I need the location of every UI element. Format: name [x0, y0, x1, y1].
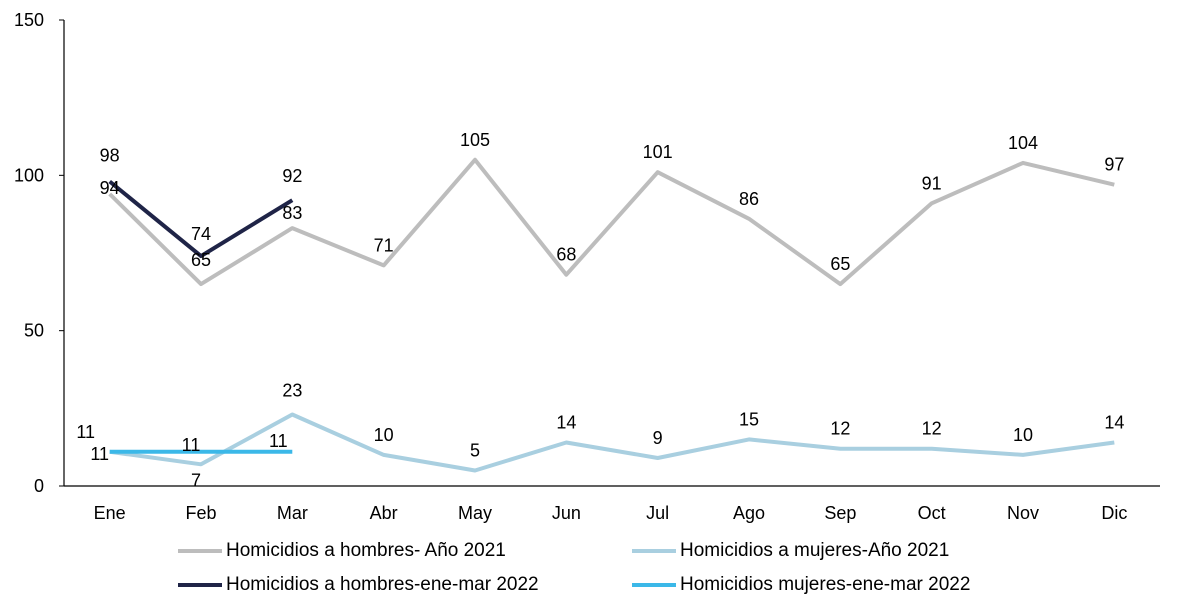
x-tick-label: Mar: [277, 503, 308, 523]
data-label-mujeres-2021: 9: [653, 428, 663, 448]
data-label-hombres-2022: 74: [191, 224, 211, 244]
x-tick-label: Ago: [733, 503, 765, 523]
data-label-mujeres-2021: 14: [1104, 413, 1124, 433]
legend-item-mujeres-2021: Homicidios a mujeres-Año 2021: [632, 538, 949, 564]
series-line-mujeres-2021: [109, 412, 1115, 473]
data-label-hombres-2022: 92: [282, 166, 302, 186]
data-label-mujeres-2021: 12: [830, 419, 850, 439]
data-label-mujeres-2022: 11: [182, 435, 201, 455]
data-label-mujeres-2021: 11: [90, 444, 109, 464]
legend-swatch-mujeres-2021: [632, 549, 676, 553]
series-line-hombres-2022: [108, 179, 294, 259]
y-tick-label: 50: [24, 321, 44, 341]
data-label-hombres-2022: 98: [100, 146, 120, 166]
legend-item-hombres-2022: Homicidios a hombres-ene-mar 2022: [178, 572, 539, 598]
data-label-hombres-2021: 105: [460, 130, 490, 150]
data-label-hombres-2021: 68: [556, 245, 576, 265]
x-tick-label: Jul: [646, 503, 669, 523]
legend-label-hombres-2022: Homicidios a hombres-ene-mar 2022: [226, 574, 539, 595]
data-label-hombres-2021: 83: [282, 203, 302, 223]
data-label-mujeres-2021: 12: [922, 419, 942, 439]
data-label-mujeres-2021: 23: [282, 381, 302, 401]
y-tick-label: 150: [14, 10, 44, 30]
data-label-hombres-2021: 65: [830, 254, 850, 274]
series-line-hombres-2021: [108, 157, 1115, 287]
x-tick-label: Ene: [94, 503, 126, 523]
x-tick-label: May: [458, 503, 492, 523]
data-label-hombres-2021: 97: [1104, 155, 1124, 175]
legend-swatch-hombres-2021: [178, 549, 222, 553]
data-label-hombres-2021: 94: [100, 178, 120, 198]
legend-label-hombres-2021: Homicidios a hombres- Año 2021: [226, 540, 506, 561]
data-labels: 9465837110568101866591104971172310514915…: [76, 130, 1124, 490]
data-label-hombres-2021: 91: [922, 173, 942, 193]
data-label-hombres-2021: 101: [643, 142, 673, 162]
x-tick-label: Sep: [824, 503, 856, 523]
data-label-mujeres-2022: 11: [76, 422, 95, 442]
data-label-mujeres-2022: 11: [269, 431, 288, 451]
legend-item-mujeres-2022: Homicidios mujeres-ene-mar 2022: [632, 572, 970, 598]
legend-swatch-hombres-2022: [178, 583, 222, 587]
legend-row-1: Homicidios a hombres- Año 2021 Homicidio…: [0, 538, 1186, 564]
data-label-hombres-2021: 86: [739, 189, 759, 209]
x-tick-label: Feb: [185, 503, 216, 523]
x-tick-label: Dic: [1101, 503, 1127, 523]
legend-label-mujeres-2022: Homicidios mujeres-ene-mar 2022: [680, 574, 971, 595]
data-label-hombres-2021: 71: [374, 235, 394, 255]
x-tick-label: Oct: [918, 503, 946, 523]
x-tick-label: Nov: [1007, 503, 1039, 523]
legend-swatch-mujeres-2022: [632, 583, 676, 587]
legend-item-hombres-2021: Homicidios a hombres- Año 2021: [178, 538, 506, 564]
series-lines: [108, 157, 1115, 473]
y-tick-label: 0: [34, 476, 44, 496]
data-label-hombres-2021: 104: [1008, 133, 1038, 153]
data-label-hombres-2021: 65: [191, 250, 211, 270]
y-tick-label: 100: [14, 165, 44, 185]
data-label-mujeres-2021: 15: [739, 409, 759, 429]
data-label-mujeres-2021: 10: [374, 425, 394, 445]
data-label-mujeres-2021: 14: [556, 413, 576, 433]
data-label-mujeres-2021: 7: [191, 470, 201, 490]
data-label-mujeres-2021: 10: [1013, 425, 1033, 445]
x-tick-label: Jun: [552, 503, 581, 523]
x-tick-label: Abr: [370, 503, 398, 523]
chart-canvas: 0 50 100 150 Ene Feb Mar Abr May Jun Jul Ago Sep Oct N…: [14, 10, 1160, 523]
axes: 0 50 100 150 Ene Feb Mar Abr May Jun Jul Ago Sep Oct N…: [14, 10, 1160, 523]
legend-label-mujeres-2021: Homicidios a mujeres-Año 2021: [680, 540, 950, 561]
legend-row-2: Homicidios a hombres-ene-mar 2022 Homici…: [0, 572, 1186, 598]
data-label-mujeres-2021: 5: [470, 440, 480, 460]
